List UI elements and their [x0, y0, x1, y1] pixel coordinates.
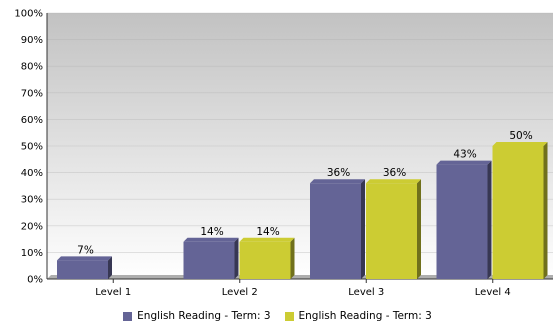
data-labels: 7% 14% 14% 36% 36% 43% 50%	[77, 130, 533, 256]
legend-item-series-2: English Reading - Term: 3	[284, 310, 432, 322]
data-label: 50%	[509, 130, 532, 142]
bar-side	[417, 179, 421, 279]
data-label: 36%	[383, 167, 406, 179]
y-tick-label: 50%	[21, 142, 43, 153]
y-tick-label: 40%	[21, 168, 43, 179]
bar-series-1	[57, 260, 108, 279]
y-axis: 0% 10% 20% 30% 40% 50% 60% 70% 80% 90% 100%	[14, 9, 48, 286]
x-tick-label: Level 4	[475, 287, 511, 298]
bars	[57, 142, 548, 279]
y-tick-label: 20%	[21, 221, 43, 232]
bar-series-2	[492, 146, 544, 279]
y-tick-label: 10%	[21, 248, 43, 259]
bar-top	[57, 256, 112, 261]
legend-item-series-1: English Reading - Term: 3	[123, 310, 271, 322]
bar-side	[108, 256, 112, 279]
floor-plane	[47, 275, 553, 279]
data-label: 14%	[256, 226, 279, 238]
x-tick-label: Level 2	[222, 287, 258, 298]
data-label: 7%	[77, 244, 94, 256]
bar-side	[290, 237, 295, 279]
bar-series-1	[310, 183, 361, 279]
data-label: 14%	[200, 226, 223, 238]
legend-swatch-series-2	[284, 311, 294, 321]
y-tick-label: 60%	[21, 115, 43, 126]
data-label: 43%	[453, 149, 476, 161]
bar-series-2	[366, 183, 417, 279]
bar-top	[366, 179, 421, 184]
legend: English Reading - Term: 3 English Readin…	[0, 308, 555, 324]
bar-side	[361, 179, 365, 279]
legend-label-series-1: English Reading - Term: 3	[137, 310, 271, 322]
bar-side	[234, 237, 239, 279]
bar-top	[183, 237, 239, 242]
y-tick-label: 100%	[14, 9, 43, 20]
y-tick-label: 80%	[21, 62, 43, 73]
y-tick-label: 70%	[21, 88, 43, 99]
bar-top	[239, 237, 295, 242]
bar-side	[487, 160, 492, 279]
bar-top	[310, 179, 365, 184]
data-label: 36%	[327, 167, 350, 179]
y-tick-label: 30%	[21, 195, 43, 206]
bar-series-1	[183, 241, 235, 279]
y-tick-label: 90%	[21, 35, 43, 46]
bar-top	[492, 142, 548, 146]
bar-series-1	[436, 164, 488, 279]
x-axis: Level 1 Level 2 Level 3 Level 4	[95, 279, 511, 298]
bar-top	[436, 160, 492, 165]
bar-series-2	[239, 241, 291, 279]
x-tick-label: Level 3	[348, 287, 384, 298]
x-tick-label: Level 1	[95, 287, 131, 298]
gridlines	[47, 12, 553, 253]
legend-swatch-series-1	[123, 311, 133, 321]
legend-label-series-2: English Reading - Term: 3	[298, 310, 432, 322]
y-tick-label: 0%	[27, 275, 43, 286]
bar-side	[543, 142, 548, 279]
